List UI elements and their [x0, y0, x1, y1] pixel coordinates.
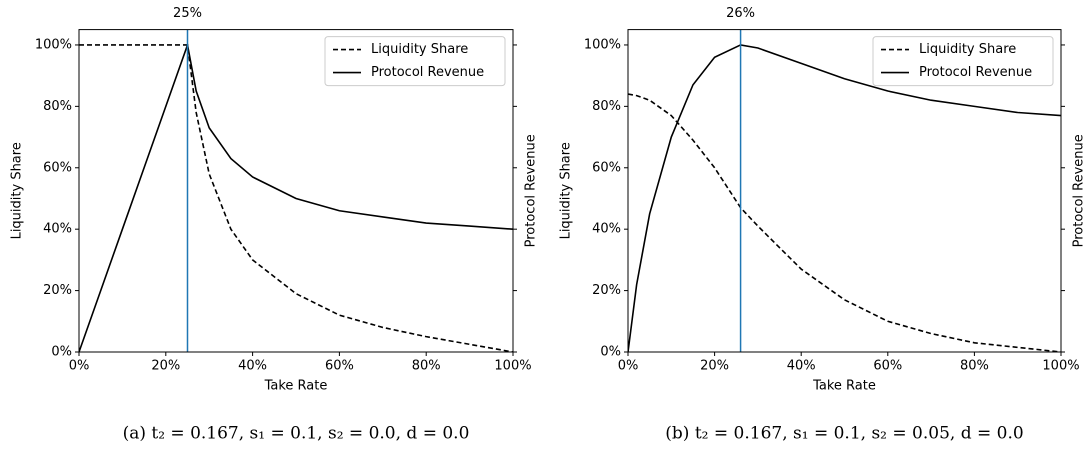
y-tick-label: 40% [43, 222, 72, 237]
plot-frame [627, 29, 1062, 353]
x-tick-label: 80% [960, 359, 989, 374]
y-tick-label: 100% [35, 37, 72, 52]
y-tick-label: 60% [592, 160, 621, 175]
x-tick-label: 0% [69, 359, 90, 374]
x-tick-label: 60% [325, 359, 354, 374]
legend-label: Liquidity Share [371, 42, 468, 57]
x-tick-label: 20% [700, 359, 729, 374]
x-tick-label: 0% [618, 359, 639, 374]
y-tick-label: 100% [584, 37, 621, 52]
x-tick-label: 20% [151, 359, 180, 374]
x-axis-label: Take Rate [264, 379, 328, 394]
y2-axis-label: Protocol Revenue [1072, 134, 1086, 247]
legend-label: Liquidity Share [919, 42, 1016, 57]
y2-axis-label: Protocol Revenue [524, 134, 539, 247]
y-tick-label: 0% [51, 345, 72, 360]
line-series [79, 44, 513, 352]
x-tick-label: 40% [787, 359, 816, 374]
y-axis-label: Liquidity Share [10, 142, 25, 239]
y-axis-label: Liquidity Share [559, 142, 574, 239]
y-tick-label: 60% [43, 160, 72, 175]
x-tick-label: 80% [412, 359, 441, 374]
line-series [628, 44, 1061, 352]
x-tick-label: 60% [873, 359, 902, 374]
legend-label: Protocol Revenue [919, 65, 1032, 80]
plot-frame [78, 29, 514, 353]
x-tick-label: 100% [494, 359, 531, 374]
x-tick-label: 40% [238, 359, 267, 374]
y-tick-label: 0% [600, 345, 621, 360]
y-tick-label: 20% [43, 283, 72, 298]
line-series [628, 93, 1061, 352]
legend-box [324, 36, 506, 87]
legend-label: Protocol Revenue [371, 65, 484, 80]
x-tick-label: 100% [1042, 359, 1079, 374]
y-tick-label: 20% [592, 283, 621, 298]
legend-box [872, 36, 1054, 87]
caption: (a) t₂ = 0.167, s₁ = 0.1, s₂ = 0.0, d = … [123, 424, 470, 444]
y-tick-label: 40% [592, 222, 621, 237]
caption: (b) t₂ = 0.167, s₁ = 0.1, s₂ = 0.05, d =… [665, 424, 1023, 444]
line-series [79, 41, 513, 352]
y-tick-label: 80% [592, 99, 621, 114]
annotation-label: 26% [726, 6, 755, 21]
x-axis-label: Take Rate [812, 379, 876, 394]
y-tick-label: 80% [43, 99, 72, 114]
annotation-label: 25% [173, 6, 202, 21]
